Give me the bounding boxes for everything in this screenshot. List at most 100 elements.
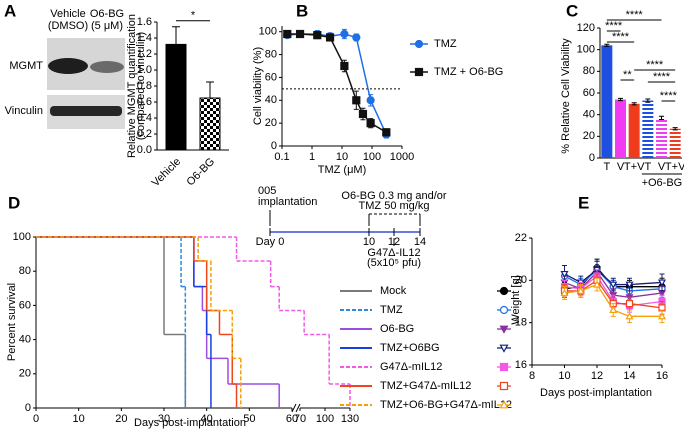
significance-label: **** (653, 71, 671, 83)
y-tick-label: 40 (265, 94, 277, 106)
marker (358, 109, 368, 119)
x-tick-label: 0.1 (274, 151, 289, 163)
error-bar (631, 102, 637, 106)
bar (199, 97, 221, 151)
y-axis-label: Relative MGMT quantification (126, 14, 138, 158)
y-tick-label: 0 (589, 152, 595, 164)
x-tick-label: 0 (33, 413, 39, 425)
error-bar (206, 81, 214, 98)
marker (657, 312, 667, 320)
legend-label: TMZ (380, 304, 403, 316)
row-label: MGMT (9, 60, 43, 72)
timeline (269, 210, 421, 246)
error-bar (172, 26, 180, 45)
y-tick-label: 100 (259, 26, 277, 38)
marker (366, 119, 375, 128)
legend-marker (499, 362, 509, 372)
x-tick-label: 10 (558, 370, 570, 382)
significance-label: **** (605, 20, 623, 32)
marker (609, 305, 618, 313)
x-tick-label: 12 (591, 370, 603, 382)
marker (340, 29, 349, 39)
y-tick-label: 22 (515, 232, 527, 244)
break-mark (291, 403, 297, 413)
panel-label: E (578, 193, 589, 212)
legend-marker (499, 325, 509, 334)
y-tick-label: 18 (515, 317, 527, 329)
marker (560, 270, 569, 279)
marker (325, 33, 335, 42)
legend-marker (414, 39, 424, 49)
panel-label: A (4, 1, 16, 20)
break-mark (295, 403, 301, 413)
bar (165, 43, 187, 151)
error-bar (672, 127, 678, 131)
marker (283, 29, 292, 39)
x-axis-label: Days post-implantation (540, 387, 652, 399)
inset-text: 005 (258, 185, 276, 197)
x-tick-label: T+V (624, 161, 645, 173)
y-axis-label: Cell viability (%) (252, 47, 264, 125)
x-axis-label: Days post-implantation (134, 417, 246, 429)
x-tick-label: 70 (294, 413, 306, 425)
inset-text: TMZ 50 mg/kg (359, 200, 430, 212)
x-tick-label: Vehicle (150, 156, 184, 190)
y-axis-label: (compared to vinculin) (135, 32, 147, 140)
inset-text: 12 (388, 236, 400, 248)
series-line (564, 283, 662, 317)
inset-text: implantation (258, 196, 317, 208)
y-tick-label: 80 (583, 65, 595, 77)
marker (576, 286, 585, 294)
x-tick-label: 100 (316, 413, 334, 425)
lane-label: O6-BG (90, 8, 124, 20)
legend-marker (499, 381, 509, 391)
x-tick-label: 14 (623, 370, 635, 382)
y-tick-label: 0 (271, 140, 277, 152)
marker (295, 29, 305, 39)
legend-label: G47Δ-mIL12 (380, 361, 442, 373)
bar (669, 128, 681, 158)
lane-label: (DMSO) (48, 20, 88, 32)
y-tick-label: 40 (583, 109, 595, 121)
marker (609, 281, 618, 289)
blot-band (48, 58, 88, 74)
x-tick-label: 10 (73, 413, 85, 425)
bar (656, 117, 667, 158)
y-tick-label: 0 (25, 402, 31, 414)
marker (625, 281, 634, 289)
y-tick-label: 1.4 (137, 32, 152, 44)
inset-text: 14 (414, 236, 426, 248)
y-tick-label: 80 (265, 48, 277, 60)
lane-label: Vehicle (50, 8, 85, 20)
legend-marker (414, 67, 424, 77)
inset-text: (5x10⁵ pfu) (367, 257, 421, 269)
significance-label: **** (612, 31, 630, 43)
legend-label: TMZ+G47Δ-mIL12 (380, 380, 471, 392)
group-label: +O6-BG (642, 177, 683, 189)
error-bar (604, 43, 610, 47)
x-tick-label: V (658, 161, 666, 173)
marker (313, 31, 322, 40)
x-tick-label: 60 (286, 413, 298, 425)
significance-label: **** (626, 9, 644, 21)
y-tick-label: 0.4 (137, 112, 152, 124)
error-bar (659, 115, 664, 121)
x-tick-label: 130 (341, 413, 359, 425)
y-tick-label: 100 (577, 44, 595, 56)
x-tick-label: 10 (336, 151, 348, 163)
x-tick-label: 8 (529, 370, 535, 382)
y-tick-label: 20 (19, 368, 31, 380)
inset-text: O6-BG 0.3 mg and/or (341, 190, 446, 202)
marker (352, 96, 361, 105)
x-tick-label: T (644, 161, 651, 173)
inset-text: G47Δ-IL12 (367, 247, 420, 259)
x-tick-label: 1 (309, 151, 315, 163)
y-tick-label: 60 (19, 299, 31, 311)
significance-label: * (191, 10, 196, 22)
marker (592, 280, 602, 288)
y-axis-label: Weight [g] (510, 275, 522, 324)
panel-label: C (566, 1, 578, 20)
y-tick-label: 60 (265, 71, 277, 83)
bar (601, 45, 613, 159)
